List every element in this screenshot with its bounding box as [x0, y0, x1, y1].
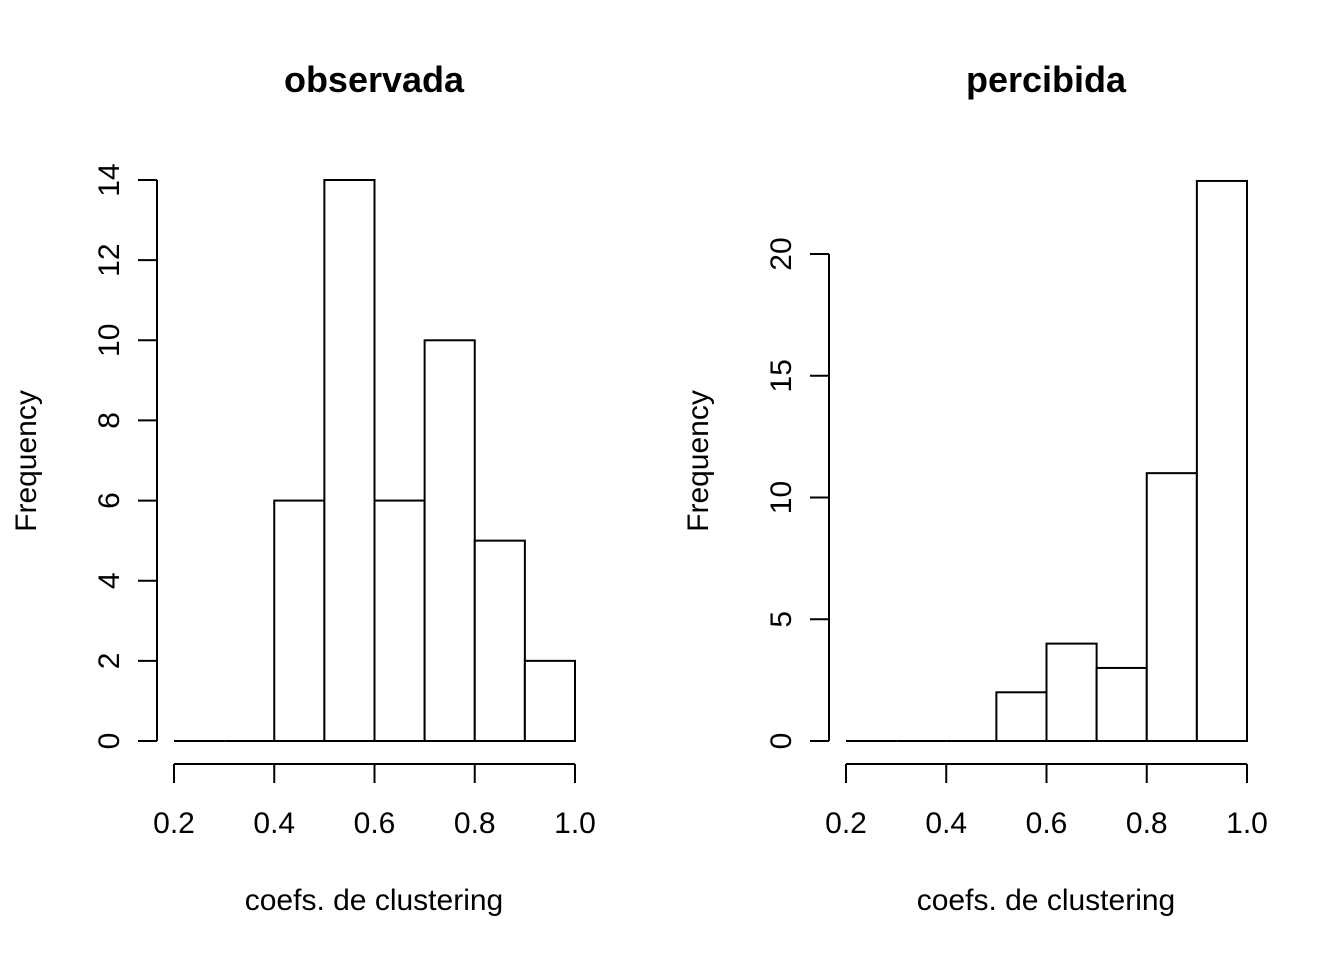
- histogram-bar: [1195, 179, 1248, 742]
- bars: [846, 179, 1248, 743]
- y-tick-label: 0: [93, 733, 126, 750]
- histogram-panel-observada: observada Frequency coefs. de clustering…: [10, 59, 596, 917]
- x-tick-label: 0.8: [454, 807, 496, 840]
- y-axis-label: Frequency: [10, 390, 43, 532]
- y-tick-label: 6: [93, 492, 126, 509]
- y-tick-label: 20: [765, 237, 798, 270]
- x-axis: 0.2 0.4 0.6 0.8 1.0: [825, 763, 1268, 840]
- x-tick-label: 1.0: [554, 807, 596, 840]
- y-tick-label: 4: [93, 572, 126, 589]
- x-tick-label: 1.0: [1226, 807, 1268, 840]
- y-tick-label: 10: [93, 324, 126, 357]
- x-tick-label: 0.4: [925, 807, 967, 840]
- x-axis-label: coefs. de clustering: [917, 884, 1175, 917]
- x-tick-label: 0.6: [1026, 807, 1068, 840]
- histogram-bar: [423, 339, 476, 742]
- x-axis-label: coefs. de clustering: [245, 884, 503, 917]
- x-tick-label: 0.2: [825, 807, 867, 840]
- bars: [174, 179, 576, 743]
- x-tick-label: 0.2: [153, 807, 195, 840]
- x-tick-label: 0.4: [253, 807, 295, 840]
- y-axis: 0 5 10 15 20: [765, 237, 830, 750]
- histogram-bar: [273, 499, 326, 743]
- y-tick-label: 8: [93, 412, 126, 429]
- histogram-panel-percibida: percibida Frequency coefs. de clustering…: [682, 59, 1268, 917]
- x-tick-label: 0.6: [354, 807, 396, 840]
- histogram-bar: [323, 179, 376, 742]
- y-tick-label: 0: [765, 733, 798, 750]
- chart-title: percibida: [966, 59, 1127, 100]
- histogram-bar: [473, 539, 526, 743]
- histogram-bar: [995, 691, 1048, 742]
- histogram-bar: [1095, 666, 1148, 743]
- histogram-bar: [373, 499, 426, 743]
- y-tick-label: 12: [93, 243, 126, 276]
- y-tick-label: 15: [765, 359, 798, 392]
- y-tick-label: 10: [765, 481, 798, 514]
- y-tick-label: 14: [93, 163, 126, 196]
- histogram-bar: [1045, 642, 1098, 742]
- y-tick-label: 5: [765, 611, 798, 628]
- x-tick-label: 0.8: [1126, 807, 1168, 840]
- histogram-bar: [523, 659, 576, 742]
- x-axis: 0.2 0.4 0.6 0.8 1.0: [153, 763, 596, 840]
- histogram-bar: [1145, 472, 1198, 742]
- chart-title: observada: [284, 59, 465, 100]
- y-tick-label: 2: [93, 653, 126, 670]
- y-axis-label: Frequency: [682, 390, 715, 532]
- y-axis: 0 2 4 6 8 10 12 14: [93, 163, 158, 750]
